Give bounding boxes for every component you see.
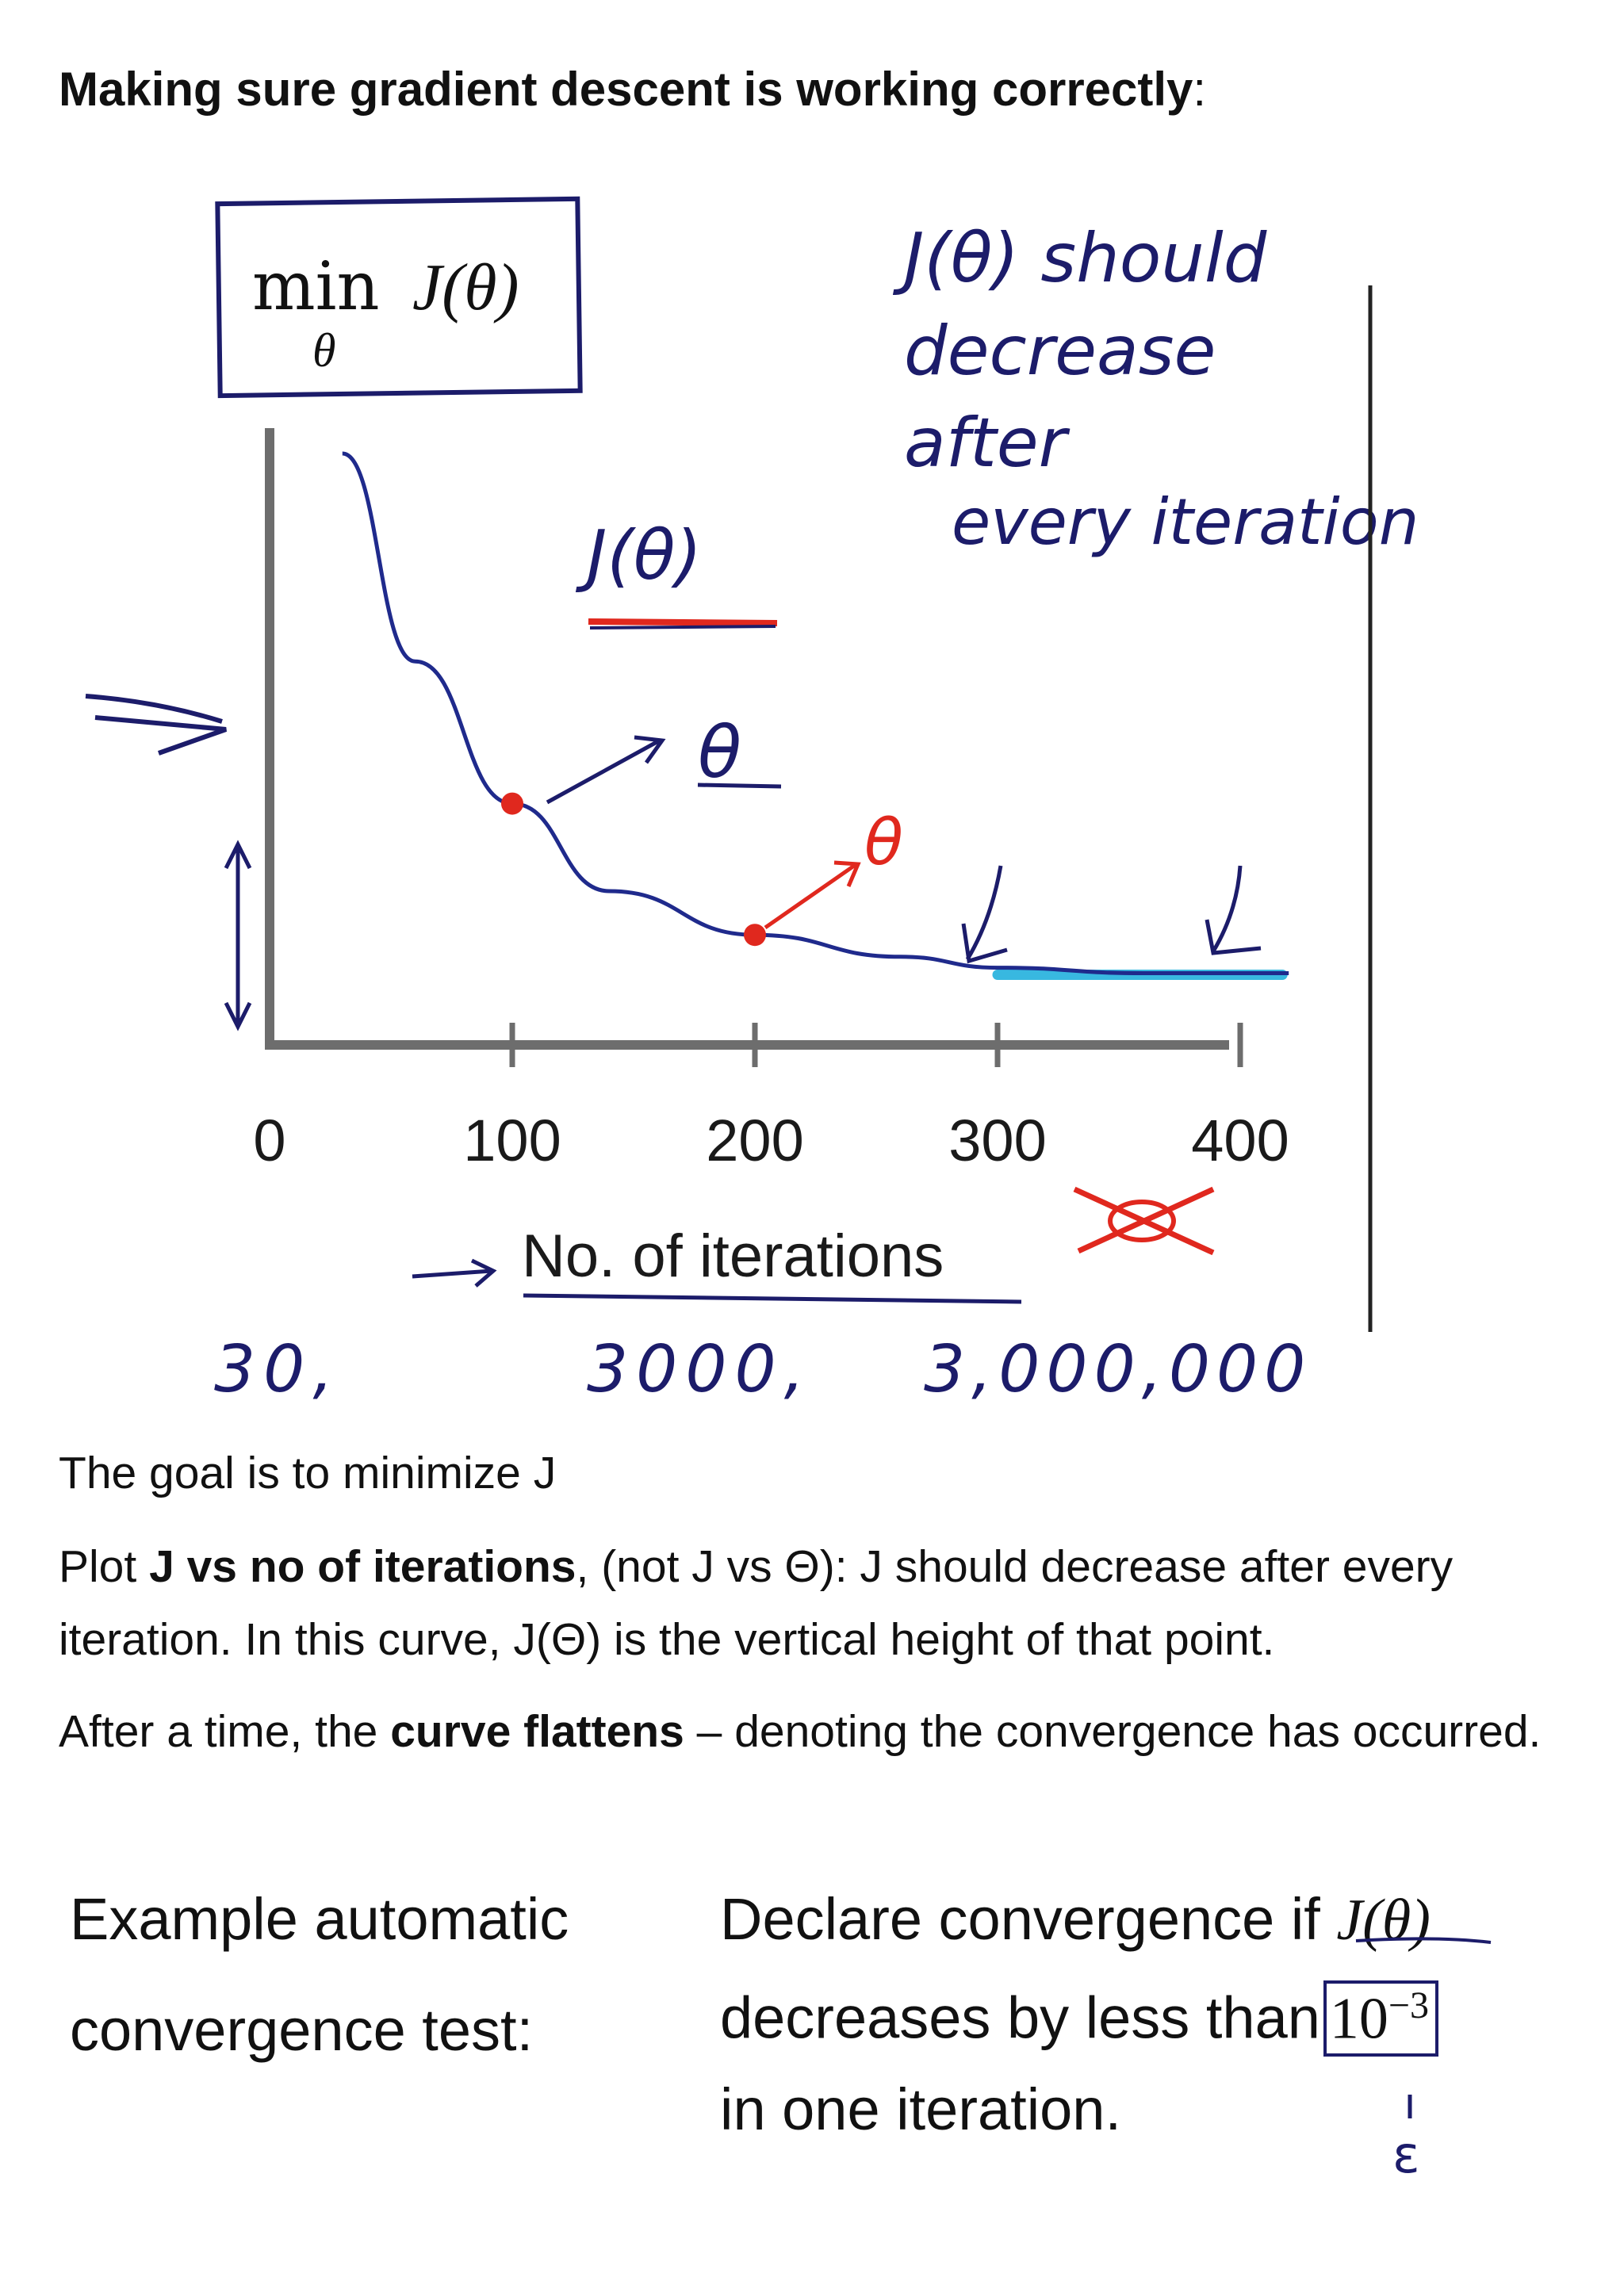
x-ticks: 0 100 200 300 400 — [253, 1023, 1289, 1173]
x-axis-label-underline — [523, 1293, 1022, 1304]
x-tick-label-200: 200 — [706, 1108, 803, 1173]
threshold-exp: −3 — [1388, 1984, 1429, 2026]
theta-note-1-underline — [697, 783, 782, 789]
title-text: Making sure gradient descent is working … — [59, 63, 1193, 116]
plot-area — [342, 451, 1289, 980]
arrow-to-theta-1 — [546, 735, 666, 805]
convergence-left-line-2: convergence test: — [70, 1997, 534, 2063]
down-arrow-2 — [1205, 865, 1262, 955]
cost-curve — [342, 451, 1289, 976]
convergence-right-line-2: decreases by less than 10−3 — [720, 1980, 1438, 2057]
convergence-right-line-3: in one iteration. — [720, 2076, 1122, 2142]
formula-box — [215, 196, 583, 399]
iteration-example-3: 3,000,000 — [924, 1332, 1312, 1407]
after-pre: After a time, the — [59, 1706, 391, 1757]
annotation-line-3: after — [904, 404, 1071, 483]
handwritten-annotation: J(θ) should decrease after every iterati… — [892, 219, 1419, 559]
plot-post: , (not J vs Θ): J should decrease after … — [59, 1541, 1454, 1665]
x-tick-label-300: 300 — [948, 1108, 1046, 1173]
threshold-base: 10 — [1329, 1986, 1388, 2052]
plot-paragraph: Plot J vs no of iterations, (not J vs Θ)… — [59, 1530, 1565, 1676]
annotation-line-2: decrease — [904, 312, 1216, 391]
curve-label: J(θ) — [575, 516, 702, 595]
theta-note-2: θ — [864, 806, 903, 879]
convergence-right-line-1: Declare convergence if J(θ) — [720, 1885, 1431, 1954]
after-paragraph: After a time, the curve flattens – denot… — [59, 1695, 1565, 1768]
convergence-left-line-1: Example automatic — [70, 1886, 569, 1952]
plot-bold: J vs no of iterations — [149, 1541, 576, 1592]
iteration-example-2: 3000, — [587, 1332, 813, 1407]
epsilon-symbol: ε — [1392, 2126, 1420, 2185]
x-tick-label-100: 100 — [463, 1108, 561, 1173]
threshold-box: 10−3 — [1323, 1980, 1438, 2057]
curve-label-underline-ink — [589, 625, 776, 629]
decreases-text: decreases by less than — [720, 1984, 1320, 2051]
epsilon-annotation: ε — [1355, 1937, 1492, 2185]
arrow-to-theta-2 — [764, 860, 861, 930]
goal-paragraph: The goal is to minimize J — [59, 1448, 557, 1498]
iteration-example-1: 30, — [214, 1332, 341, 1407]
theta-note-1: θ — [698, 711, 741, 794]
after-post: – denoting the convergence has occurred. — [684, 1706, 1542, 1757]
left-arrow-mark — [85, 694, 227, 756]
x-tick-label-400: 400 — [1191, 1108, 1289, 1173]
xlabel-arrow — [412, 1258, 497, 1288]
annotation-line-4: every iteration — [952, 485, 1419, 559]
formula-func: J(θ) — [412, 251, 519, 324]
page-title: Making sure gradient descent is working … — [59, 62, 1206, 117]
declare-math-underline — [1355, 1937, 1492, 1944]
declare-math: J(θ) — [1336, 1888, 1431, 1953]
red-cross-mark — [1073, 1186, 1215, 1256]
declare-text: Declare convergence if — [720, 1886, 1320, 1952]
down-arrow-1 — [961, 865, 1008, 964]
highlight-point-1 — [501, 792, 523, 815]
plot-pre: Plot — [59, 1541, 150, 1592]
gradient-descent-figure: min J(θ) θ J(θ) should decrease after ev… — [85, 196, 1419, 1407]
title-colon: : — [1193, 63, 1207, 116]
x-tick-label-0: 0 — [253, 1108, 285, 1173]
formula-sub: θ — [312, 324, 335, 377]
x-axis-label: No. of iterations — [522, 1223, 944, 1290]
formula-min: min — [252, 247, 380, 325]
vertical-range-arrow — [224, 840, 252, 1031]
after-bold: curve flattens — [390, 1706, 684, 1757]
curve-label-underline — [588, 618, 778, 626]
annotation-line-1: J(θ) should — [892, 219, 1267, 298]
highlight-point-2 — [744, 924, 766, 947]
